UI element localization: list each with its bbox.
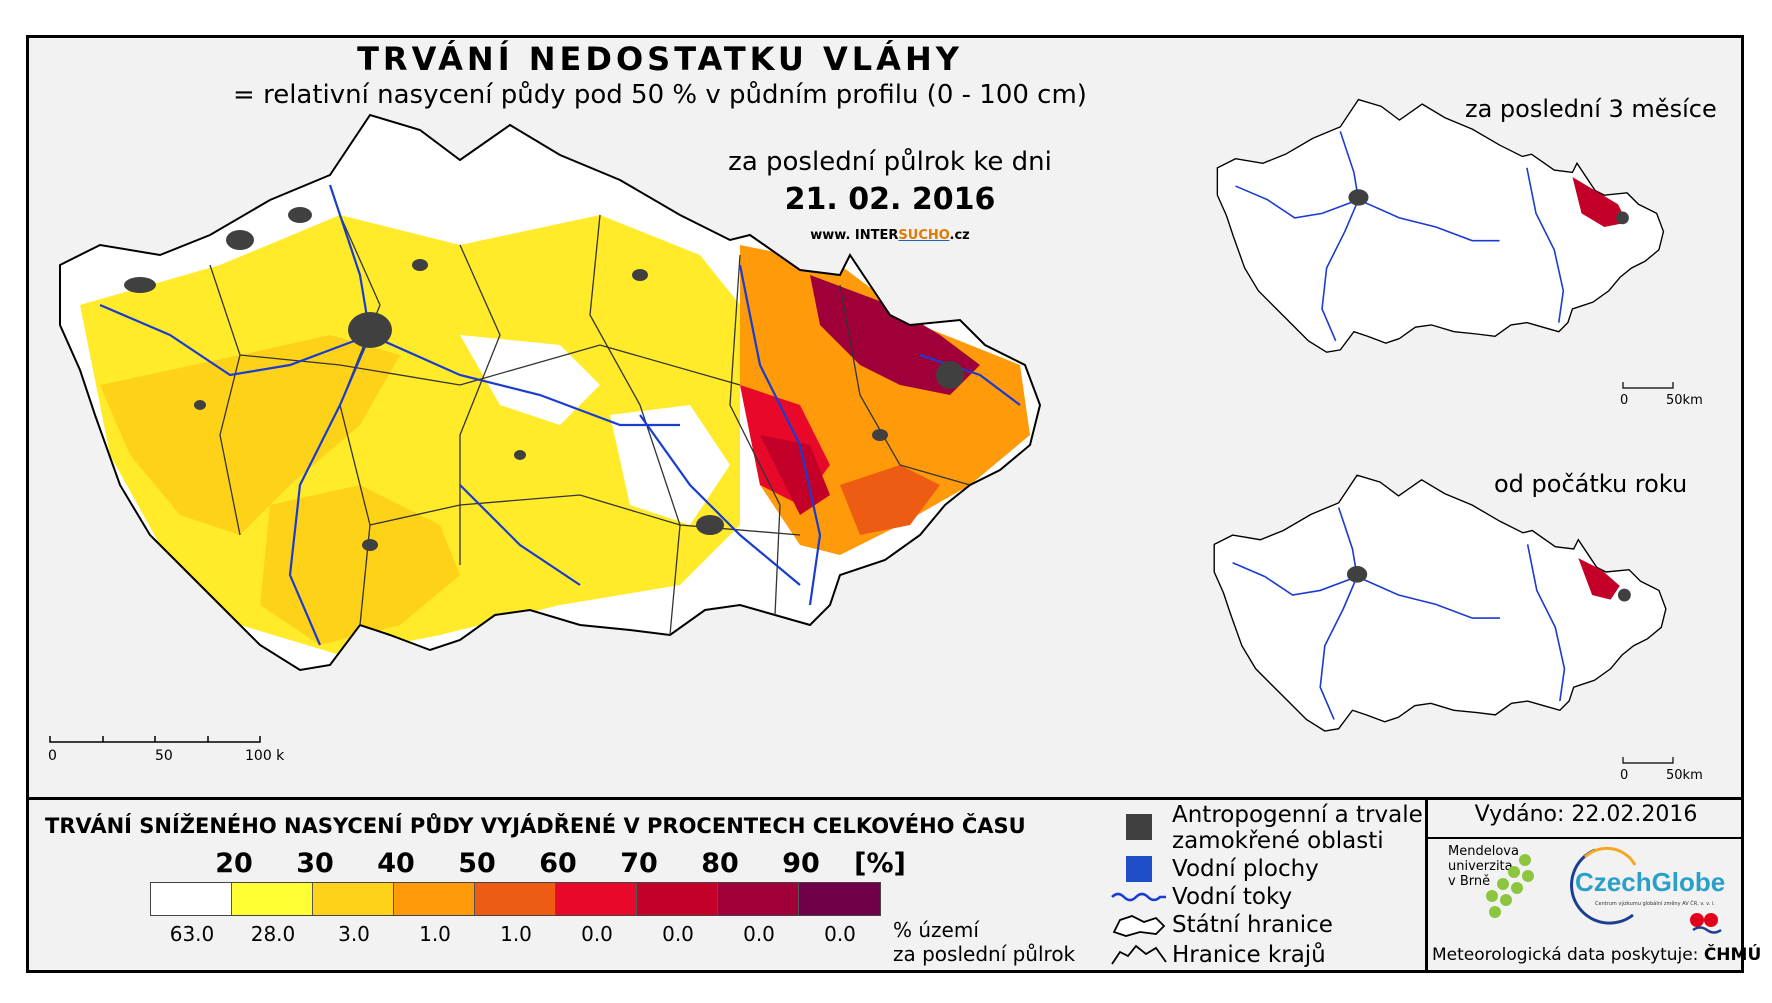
website-suffix: .cz [949, 228, 970, 243]
legend-swatch [313, 883, 394, 915]
scale-label-100: 100 km [245, 748, 285, 764]
inset-title-year-start: od počátku roku [1494, 470, 1688, 498]
website-brand: SUCHO [898, 228, 950, 243]
threshold-label: 30 [296, 848, 334, 879]
legend-value: 3.0 [338, 922, 370, 946]
threshold-label: 60 [539, 848, 577, 879]
legend-value: 0.0 [662, 922, 694, 946]
state-border-label: Státní hranice [1172, 912, 1333, 938]
website-prefix: www. INTER [810, 228, 899, 243]
legend-swatch [637, 883, 718, 915]
legend-value: 1.0 [500, 922, 532, 946]
issued-date: Vydáno: 22.02.2016 [1474, 802, 1698, 827]
legend-value: 28.0 [250, 922, 296, 946]
map-title: TRVÁNÍ NEDOSTATKU VLÁHY [357, 40, 963, 78]
inset-rivers [1232, 507, 1566, 720]
legend-swatch [556, 883, 637, 915]
legend-unit-line2: za poslední půlrok [893, 942, 1076, 966]
czechglobe-logo: CzechGlobe Centrum výzkumu globální změn… [1570, 846, 1725, 934]
legend-swatch [718, 883, 799, 915]
scale-bar-inset-1: 0 50km [1620, 382, 1703, 408]
legend-title: TRVÁNÍ SNÍŽENÉHO NASYCENÍ PŮDY VYJÁDŘENÉ… [45, 814, 1026, 838]
threshold-label: 40 [377, 848, 415, 879]
website-link[interactable]: www. INTERSUCHO.cz [710, 228, 1070, 243]
scale-bar-inset-2: 0 50km [1620, 757, 1703, 783]
legend-unit: % území za poslední půlrok [893, 918, 1075, 966]
scale-label-50km: 50km [1666, 768, 1703, 783]
legend-thresholds: 20 30 40 50 60 70 80 90 [%] [150, 848, 910, 880]
czechglobe-subtext: Centrum výzkumu globální změny AV ČR, v.… [1595, 900, 1715, 907]
scale-label-0: 0 [48, 748, 57, 764]
legend-value: 1.0 [419, 922, 451, 946]
inset-drought-area [1578, 558, 1620, 600]
legend-unit-line1: % území [893, 918, 979, 942]
map-date: 21. 02. 2016 [784, 182, 996, 217]
region-border-label: Hranice krajů [1172, 942, 1326, 968]
map-subtitle: = relativní nasycení půdy pod 50 % v půd… [233, 80, 1087, 110]
scale-label-0: 0 [1620, 768, 1628, 783]
rivers [99, 184, 1021, 646]
legend-values: 63.0 28.0 3.0 1.0 1.0 0.0 0.0 0.0 0.0 [150, 922, 890, 948]
water-bodies-label: Vodní plochy [1172, 856, 1319, 882]
river-icon [1111, 892, 1166, 902]
threshold-unit: [%] [854, 848, 906, 879]
drought-fill [60, 115, 1040, 670]
rivers-label: Vodní toky [1172, 884, 1293, 910]
mendel-line1: Mendelova [1448, 844, 1519, 859]
period-label: za poslední půlrok ke dni [728, 147, 1052, 177]
water-swatch [1126, 856, 1152, 882]
scale-label-0: 0 [1620, 393, 1628, 408]
mendel-logo-icon [1486, 854, 1534, 918]
state-border-icon [1112, 915, 1166, 937]
anthropogenic-areas [124, 207, 964, 551]
meteo-source: Meteorologická data poskytuje: ČHMÚ [1432, 945, 1761, 965]
threshold-label: 20 [215, 848, 253, 879]
inset-title-3-months: za poslední 3 měsíce [1465, 95, 1717, 123]
main-map [59, 113, 1042, 672]
state-border [59, 113, 1042, 672]
legend-value: 0.0 [824, 922, 856, 946]
threshold-label: 50 [458, 848, 496, 879]
chmu-label: ČHMÚ [1703, 945, 1762, 965]
threshold-label: 70 [620, 848, 658, 879]
inset-map-3-months [1216, 98, 1665, 353]
scale-bar-main: 0 50 100 km [48, 736, 285, 764]
anthropogenic-swatch [1126, 814, 1152, 840]
mendel-line3: v Brně [1448, 874, 1491, 889]
mendel-line2: univerzita [1448, 859, 1513, 874]
inset-drought-area [1572, 176, 1628, 228]
footer-divider [1425, 797, 1428, 973]
inset-ostrava [1616, 211, 1629, 225]
inset-border [1216, 98, 1665, 353]
legend-swatch [232, 883, 313, 915]
legend-swatch [394, 883, 475, 915]
legend-value: 0.0 [743, 922, 775, 946]
anthropogenic-label-1: Antropogenní a trvale [1172, 802, 1423, 828]
inset-prague [1348, 189, 1369, 206]
legend-divider [26, 797, 1744, 800]
legend-color-bar [150, 882, 881, 916]
legend-swatch [475, 883, 556, 915]
czechglobe-text: CzechGlobe [1575, 867, 1725, 897]
mendel-logo-text: Mendelova univerzita v Brně [1448, 844, 1519, 889]
legend-value: 0.0 [581, 922, 613, 946]
scale-label-50: 50 [155, 748, 173, 764]
inset-border [1213, 474, 1667, 732]
region-border-icon [1111, 944, 1167, 965]
threshold-label: 90 [782, 848, 820, 879]
scale-label-50km: 50km [1666, 393, 1703, 408]
legend-value: 63.0 [169, 922, 215, 946]
inset-ostrava [1617, 588, 1631, 602]
inset-map-year-start [1213, 474, 1667, 732]
inset-rivers [1235, 131, 1565, 342]
inset-prague [1346, 566, 1368, 583]
issued-divider [1425, 837, 1744, 839]
legend-swatch [151, 883, 232, 915]
legend-swatch [799, 883, 880, 915]
threshold-label: 80 [701, 848, 739, 879]
anthropogenic-label-2: zamokřené oblasti [1172, 828, 1384, 854]
meteo-label: Meteorologická data poskytuje: [1432, 945, 1699, 965]
region-borders [209, 214, 971, 636]
